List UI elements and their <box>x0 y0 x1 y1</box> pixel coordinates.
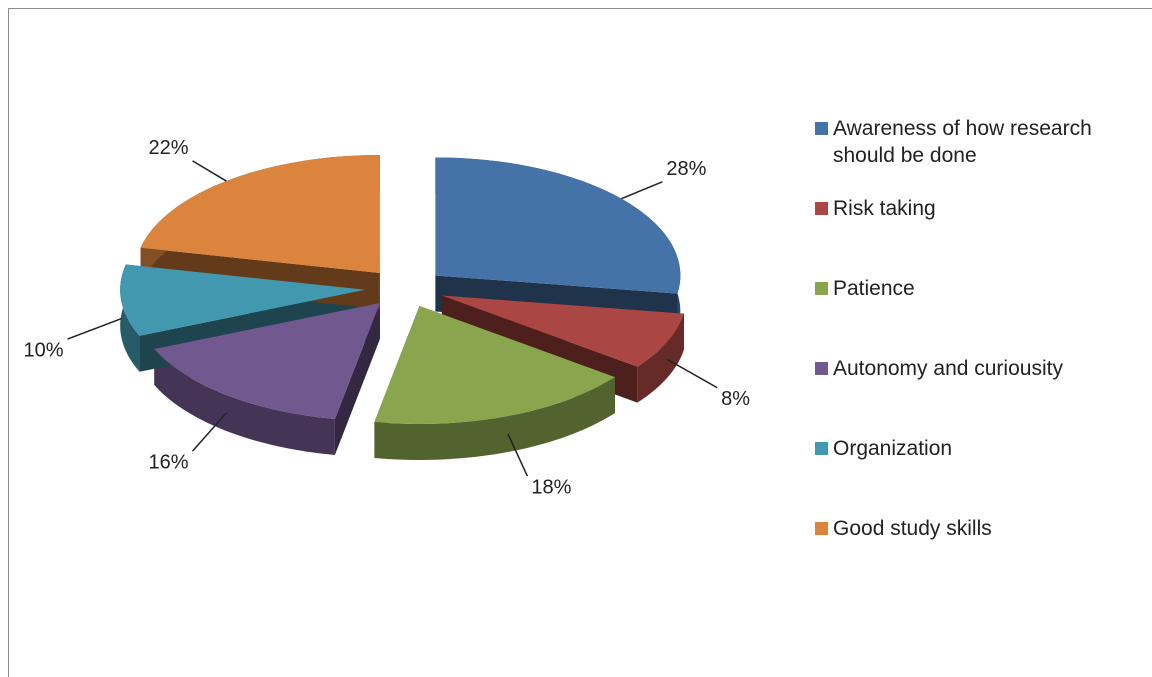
legend-label: Organization <box>833 437 953 460</box>
leader-line <box>192 160 227 182</box>
legend-item: Risk taking <box>815 195 936 222</box>
legend-item: Good study skills <box>815 515 992 542</box>
legend-label: Autonomy and curiousity <box>833 357 1063 380</box>
legend-swatch <box>815 442 828 455</box>
leader-line <box>191 412 227 452</box>
data-label: 10% <box>24 339 64 361</box>
data-label: 16% <box>149 451 189 473</box>
legend-label: Good study skills <box>833 517 992 540</box>
leader-line <box>621 181 663 200</box>
leader-line <box>507 433 529 477</box>
legend-swatch <box>815 362 828 375</box>
legend-label: Awareness of how research should be done <box>833 117 1092 167</box>
slice-side <box>374 377 615 460</box>
slice-side <box>154 349 335 456</box>
slice <box>441 295 684 367</box>
legend-swatch <box>815 202 828 215</box>
slice <box>435 157 681 294</box>
legend-item: Organization <box>815 435 952 462</box>
legend-item: Autonomy and curiousity <box>815 355 1063 382</box>
data-label: 8% <box>721 388 750 410</box>
data-label: 18% <box>531 476 571 498</box>
legend-label: Patience <box>833 277 915 300</box>
legend-label: Risk taking <box>833 197 936 220</box>
leader-line <box>67 317 122 340</box>
legend-swatch <box>815 122 828 135</box>
chart-frame <box>8 8 1152 677</box>
legend-item: Awareness of how research should be done <box>815 115 1145 169</box>
legend-swatch <box>815 522 828 535</box>
data-label: 28% <box>666 158 706 180</box>
data-label: 22% <box>149 137 189 159</box>
legend-item: Patience <box>815 275 915 302</box>
slice-side <box>637 313 684 403</box>
slice <box>120 264 366 336</box>
slice <box>374 305 615 424</box>
leader-line <box>667 358 718 389</box>
slice <box>154 303 380 420</box>
slice <box>140 154 380 273</box>
legend-swatch <box>815 282 828 295</box>
